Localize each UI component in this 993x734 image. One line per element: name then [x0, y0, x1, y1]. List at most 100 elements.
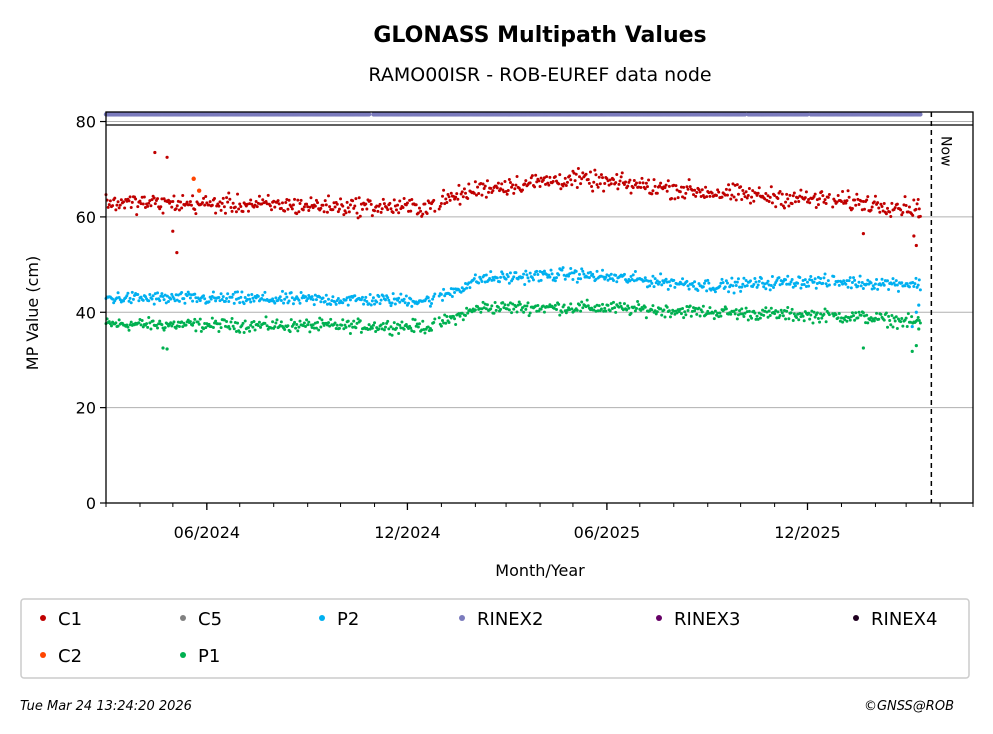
point-c1: [564, 184, 568, 188]
point-p2: [917, 278, 921, 282]
point-p2: [126, 291, 130, 295]
point-p2: [431, 297, 435, 301]
point-p2: [647, 279, 651, 283]
point-p2: [629, 275, 633, 279]
point-p2: [788, 282, 792, 286]
point-c1: [639, 186, 643, 190]
point-p1: [228, 327, 232, 331]
point-c1: [293, 197, 297, 201]
point-p2: [297, 298, 301, 302]
point-p1: [478, 307, 482, 311]
point-c1: [895, 202, 899, 206]
point-p2: [156, 291, 160, 295]
point-p2: [916, 283, 920, 287]
point-c1: [584, 172, 588, 176]
point-p1: [334, 326, 338, 330]
point-c1: [645, 185, 649, 189]
point-c1: [328, 205, 332, 209]
point-c1: [559, 187, 563, 191]
point-c1: [483, 184, 487, 188]
point-p1: [351, 325, 355, 329]
point-p1: [350, 322, 354, 326]
point-c1: [382, 202, 386, 206]
point-p2: [365, 299, 369, 303]
legend-item-p1: P1: [180, 646, 220, 667]
point-p1: [768, 314, 772, 318]
point-p1: [117, 318, 121, 322]
point-p2: [227, 300, 231, 304]
point-p2: [875, 277, 879, 281]
point-p1: [236, 321, 240, 325]
point-p2: [387, 298, 391, 302]
point-c1: [538, 184, 542, 188]
point-p2: [497, 280, 501, 284]
point-p1: [894, 315, 898, 319]
point-c1: [508, 181, 512, 185]
point-p1: [253, 328, 257, 332]
point-p1: [192, 321, 196, 325]
point-c1: [175, 204, 179, 208]
point-c1: [877, 206, 881, 210]
point-p1: [317, 328, 321, 332]
point-p1: [193, 317, 197, 321]
point-c1: [373, 209, 377, 213]
point-c1: [607, 183, 611, 187]
point-p2: [390, 301, 394, 305]
point-c1: [521, 188, 525, 192]
point-p1: [320, 318, 324, 322]
point-c1: [437, 207, 441, 211]
point-p1: [423, 331, 427, 335]
point-c1: [804, 190, 808, 194]
point-c1: [747, 186, 751, 190]
point-c1: [787, 204, 791, 208]
point-p2: [672, 278, 676, 282]
point-p1: [328, 324, 332, 328]
point-p2: [844, 282, 848, 286]
point-c1: [191, 194, 195, 198]
point-c1: [474, 193, 478, 197]
point-c1: [820, 190, 824, 194]
point-p2: [821, 281, 825, 285]
point-p1: [769, 306, 773, 310]
point-c1: [593, 168, 597, 172]
point-c1: [348, 203, 352, 207]
point-c1: [664, 183, 668, 187]
point-p2: [150, 297, 154, 301]
point-p1: [625, 308, 629, 312]
point-p1: [801, 314, 805, 318]
point-p2: [745, 284, 749, 288]
point-c1: [220, 201, 224, 205]
point-c1: [893, 206, 897, 210]
point-p1: [461, 318, 465, 322]
point-p2: [289, 291, 293, 295]
point-p2: [441, 298, 444, 302]
point-p1: [695, 312, 699, 316]
point-p1: [295, 322, 299, 326]
point-p2: [459, 290, 463, 294]
point-c1: [666, 179, 670, 183]
point-c1: [177, 208, 181, 212]
point-c1: [681, 195, 685, 199]
point-p1: [618, 301, 622, 305]
point-p2: [823, 272, 827, 276]
point-p1: [850, 311, 854, 315]
point-p1: [719, 314, 723, 318]
point-p2: [649, 279, 653, 283]
point-c1: [678, 190, 682, 194]
point-c1: [561, 184, 565, 188]
point-c1: [799, 188, 803, 192]
point-c1: [397, 211, 401, 215]
point-p2: [734, 283, 738, 287]
point-p2: [442, 287, 446, 291]
point-c1: [336, 210, 340, 214]
point-c1: [688, 185, 692, 189]
point-p2: [175, 298, 179, 302]
point-p1: [841, 320, 845, 324]
point-p1: [265, 324, 269, 328]
point-p2: [660, 283, 664, 287]
legend-marker: [180, 615, 186, 621]
point-p2: [128, 296, 132, 300]
point-c1: [878, 210, 882, 214]
point-p1: [626, 304, 630, 308]
point-p1: [734, 308, 738, 312]
